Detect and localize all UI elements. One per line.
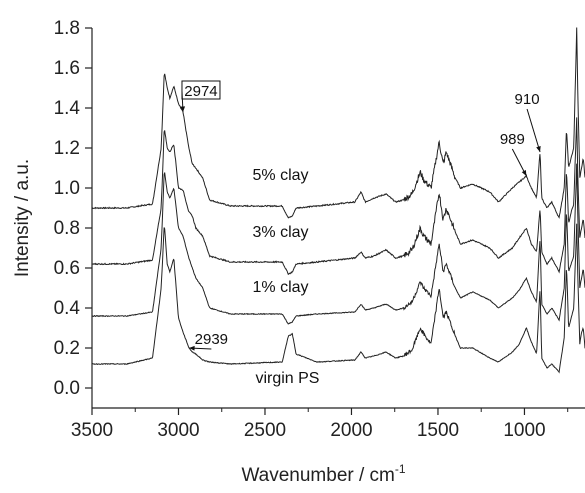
y-tick-label: 0.8 (54, 218, 80, 239)
x-axis-title: Wavenumber / cm-1 (241, 462, 405, 486)
x-tick-label: 1000 (503, 420, 545, 441)
series-line-virgin-ps (91, 223, 585, 374)
annotation-910: 910 (515, 91, 540, 108)
series-label: virgin PS (255, 370, 319, 387)
y-tick-label: 1.6 (54, 58, 80, 79)
y-tick-label: 0.6 (54, 258, 80, 279)
x-tick-label: 1500 (417, 420, 459, 441)
annotation-2974: 2974 (184, 83, 217, 100)
y-tick-label: 1.0 (54, 178, 80, 199)
y-tick-label: 1.2 (54, 138, 80, 159)
y-tick-label: 0.0 (54, 378, 80, 399)
series-label: 5% clay (253, 167, 309, 184)
x-tick-label: 3000 (157, 420, 199, 441)
y-tick-label: 0.4 (54, 298, 81, 319)
annotation-arrowhead (536, 146, 541, 152)
series-group (91, 27, 585, 374)
annotation-arrowhead (180, 106, 186, 112)
annotation-989: 989 (500, 131, 525, 148)
annotation-arrowhead (189, 345, 195, 351)
annotation-leader (526, 108, 541, 153)
x-tick-label: 3500 (71, 420, 113, 441)
series-line-1-clay (91, 163, 585, 325)
series-line-5-clay (91, 27, 585, 219)
x-tick-label: 2000 (330, 420, 372, 441)
annotation-box (181, 80, 221, 100)
series-label: 3% clay (253, 224, 309, 241)
series-label: 1% clay (253, 279, 309, 296)
series-line-3-clay (91, 117, 585, 275)
y-tick-label: 1.8 (54, 18, 80, 39)
y-tick-label: 0.2 (54, 338, 80, 359)
y-tick-label: 1.4 (54, 98, 81, 119)
axes: 3500 3000 2500 2000 1500 1000 0.0 0.2 0.4 0.6 0.8 1… (54, 18, 585, 441)
x-tick-label: 2500 (244, 420, 286, 441)
y-axis-title: Intensity / a.u. (12, 159, 33, 277)
x-axis-title-main: Wavenumber / cm (241, 465, 394, 486)
x-axis-title-superscript: -1 (395, 462, 406, 476)
annotation-2939: 2939 (195, 331, 228, 348)
labels-group: 5% clay 3% clay 1% clay virgin PS 2974 2939 91… (180, 80, 541, 387)
annotation-arrowhead (521, 170, 527, 176)
